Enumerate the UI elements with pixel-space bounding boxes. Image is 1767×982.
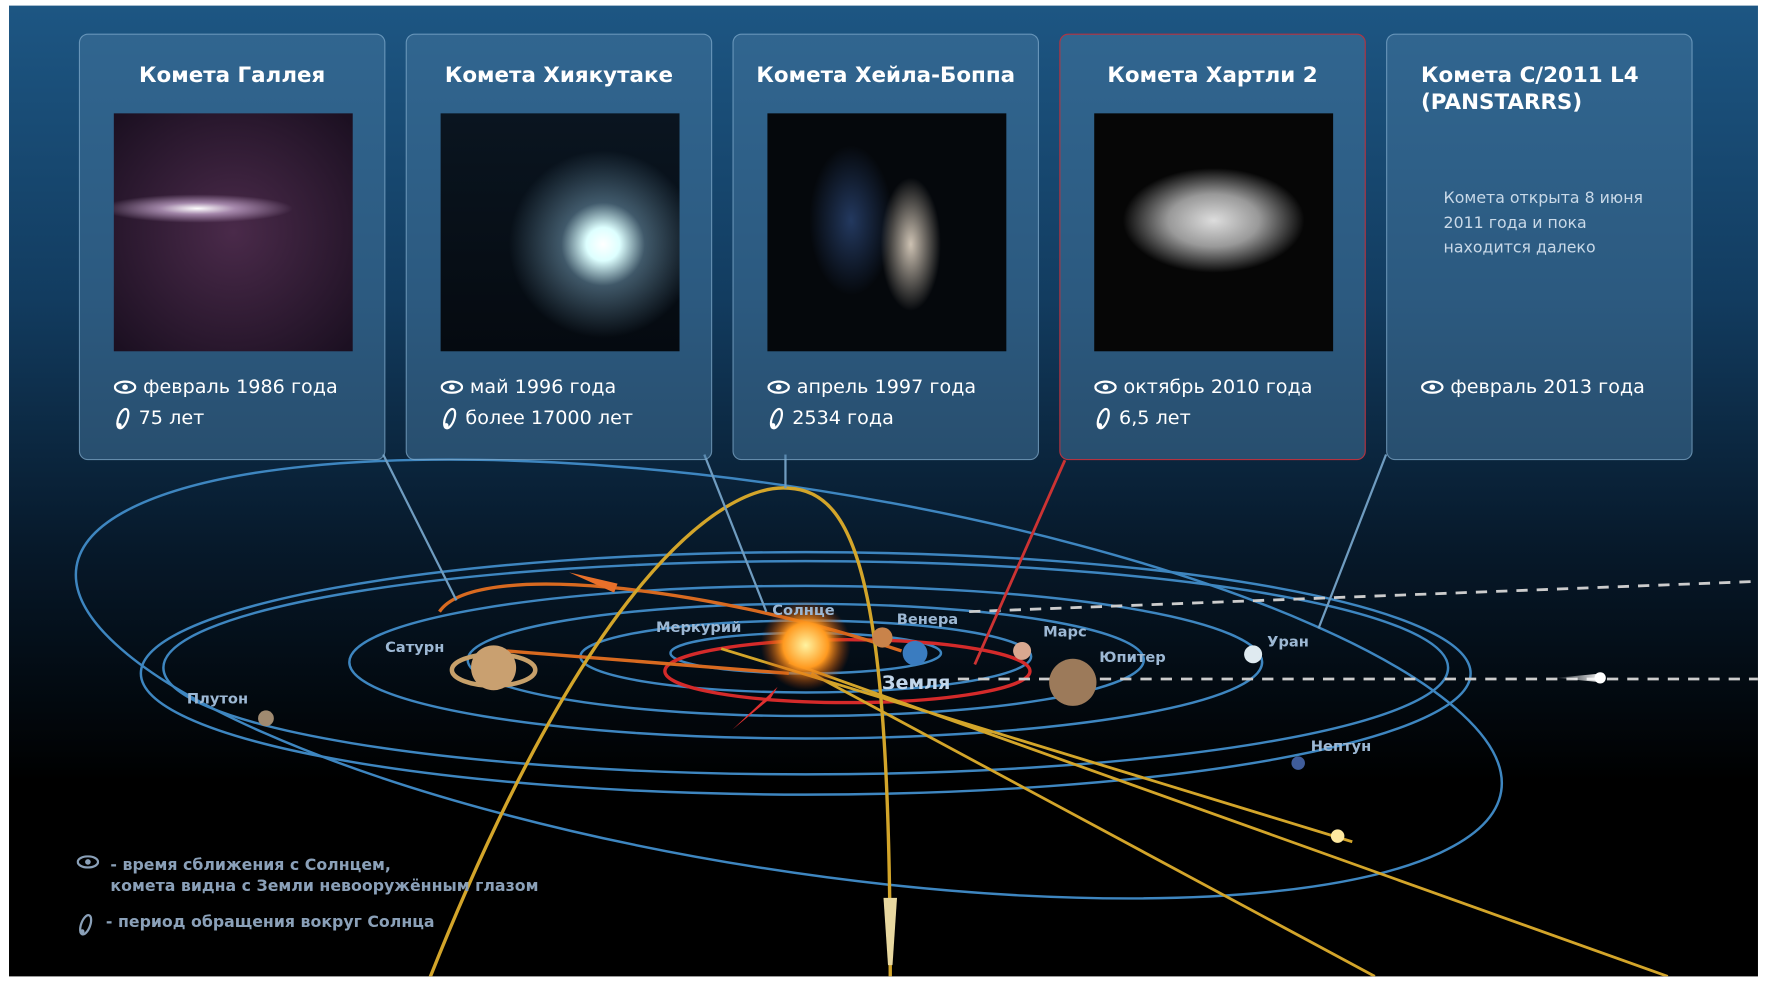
comet-image <box>440 113 680 352</box>
uranus <box>1244 645 1263 664</box>
solar-system: Солнце Меркурий Венера Земля Марс Юпитер… <box>74 454 1758 977</box>
comet-image <box>767 113 1007 352</box>
orbit-icon <box>769 407 784 430</box>
halley-orbit-part <box>506 649 789 676</box>
jupiter <box>1049 658 1097 706</box>
period-row: 75 лет <box>114 403 338 434</box>
panstarrs-path <box>957 579 1758 681</box>
card-info: октябрь 2010 года 6,5 лет <box>1094 371 1312 434</box>
orbital-period: более 17000 лет <box>465 407 634 430</box>
approach-date: май 1996 года <box>469 375 617 399</box>
neptune-orbit <box>139 550 1472 796</box>
comet-card: Комета Хиякутаке май 1996 года более 17000… <box>405 33 713 461</box>
card-info: апрель 1997 года 2534 года <box>767 371 976 434</box>
planet-label: Нептун <box>1311 738 1371 755</box>
legend-item: - время сближения с Солнцем, комета видна… <box>76 855 538 898</box>
approach-date: апрель 1997 года <box>796 375 977 399</box>
card-title: Комета C/2011 L4 (PANSTARRS) <box>1421 62 1639 115</box>
card-description: Комета открыта 8 июня 2011 года и пока н… <box>1443 189 1644 258</box>
approach-date: февраль 1986 года <box>143 375 338 399</box>
mars <box>1013 641 1032 660</box>
comet-card: Комета Хартли 2 октябрь 2010 года 6,5 лет <box>1059 33 1366 461</box>
planet-label: Юпитер <box>1099 649 1165 666</box>
legend-line: комета видна с Земли невооружённым глазо… <box>110 877 539 896</box>
eye-icon <box>440 380 464 394</box>
comet-paths <box>720 647 1669 977</box>
neptune <box>1291 756 1305 770</box>
period-row: 2534 года <box>767 403 976 434</box>
planet-label: Земля <box>882 671 951 694</box>
comet-image <box>113 113 353 352</box>
eye-icon <box>1421 380 1444 394</box>
approach-row: май 1996 года <box>440 371 633 402</box>
period-row: более 17000 лет <box>441 403 633 434</box>
card-info: февраль 1986 года 75 лет <box>113 371 338 434</box>
callouts <box>382 454 1388 629</box>
planet-label: Сатурн <box>385 639 444 656</box>
sun <box>760 600 851 691</box>
card-title: Комета Хартли 2 <box>1107 62 1318 88</box>
orbital-period: 2534 года <box>792 407 894 430</box>
planet-label: Солнце <box>772 602 835 619</box>
eye-icon <box>76 855 100 869</box>
card-info: май 1996 года более 17000 лет <box>440 371 633 434</box>
legend-text: - период обращения вокруг Солнца <box>106 912 435 937</box>
comet-card: Комета Галлея февраль 1986 года 75 лет <box>78 33 386 461</box>
comet-image <box>1094 113 1334 352</box>
venus <box>872 627 893 648</box>
legend-text: - время сближения с Солнцем, комета видна… <box>110 855 538 898</box>
planet-label: Уран <box>1267 633 1309 650</box>
planet-label: Марс <box>1043 623 1087 640</box>
orbital-period: 6,5 лет <box>1119 407 1191 430</box>
earth <box>902 640 928 666</box>
planet-label: Плутон <box>187 691 248 708</box>
eye-icon <box>767 380 790 394</box>
saturn <box>471 645 517 691</box>
approach-row: октябрь 2010 года <box>1094 371 1312 402</box>
pluto-orbit <box>74 458 1504 900</box>
approach-date: февраль 2013 года <box>1450 375 1645 399</box>
planet-label: Венера <box>897 611 959 628</box>
period-row: 6,5 лет <box>1094 403 1312 434</box>
eye-icon <box>113 380 137 394</box>
saturn-orbit <box>348 584 1264 740</box>
approach-row: февраль 2013 года <box>1421 371 1645 402</box>
approach-date: октябрь 2010 года <box>1123 375 1313 399</box>
card-title: Комета Хейла-Боппа <box>756 62 1016 88</box>
card-title: Комета Хиякутаке <box>444 62 674 88</box>
orbit-icon <box>116 407 130 430</box>
comet-card: Комета C/2011 L4 (PANSTARRS) Комета откры… <box>1386 33 1693 461</box>
eye-icon <box>1094 380 1117 394</box>
comet-card: Комета Хейла-Боппа апрель 1997 года 2534 г… <box>732 33 1040 461</box>
callout-hartley <box>973 459 1067 665</box>
orbital-period: 75 лет <box>138 407 205 430</box>
approach-row: февраль 1986 года <box>113 371 338 402</box>
legend-item: - период обращения вокруг Солнца <box>77 912 435 937</box>
uranus-orbit <box>162 559 1450 776</box>
orbit-icon <box>1096 407 1110 430</box>
legend-line: - период обращения вокруг Солнца <box>105 913 435 932</box>
card-info: февраль 2013 года <box>1421 371 1645 402</box>
orbit-icon <box>443 407 457 430</box>
infographic: Солнце Меркурий Венера Земля Марс Юпитер… <box>9 5 1758 977</box>
planet-label: Меркурий <box>656 619 741 636</box>
legend-line: - время сближения с Солнцем, <box>110 856 391 875</box>
orbit-icon <box>79 914 93 936</box>
approach-row: апрель 1997 года <box>767 371 976 402</box>
card-title: Комета Галлея <box>138 62 326 88</box>
hale-bopp-orbit <box>428 486 892 977</box>
pluto <box>258 710 274 727</box>
